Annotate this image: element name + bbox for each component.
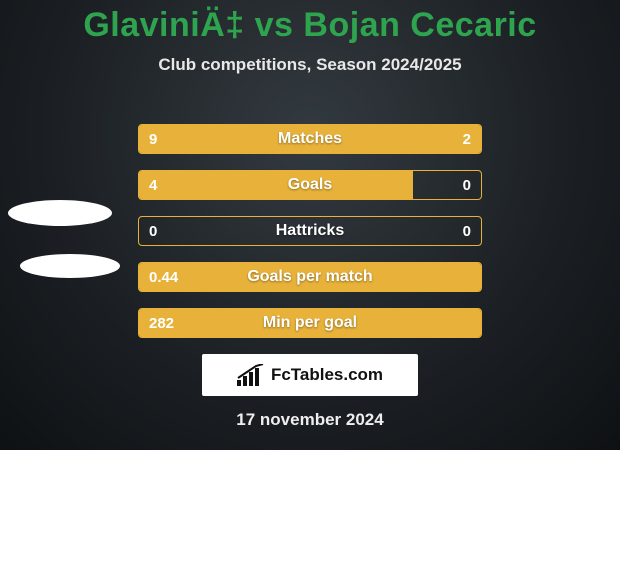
- brand-footer: FcTables.com: [202, 354, 418, 396]
- page-title: GlaviniÄ‡ vs Bojan Cecaric: [0, 0, 620, 45]
- stat-label: Goals per match: [139, 263, 481, 291]
- snapshot-date: 17 november 2024: [0, 410, 620, 430]
- stat-row: 92Matches: [138, 124, 482, 154]
- stat-label: Goals: [139, 171, 481, 199]
- fctables-icon: [237, 364, 265, 386]
- stat-row: 40Goals: [138, 170, 482, 200]
- left-avatar-placeholder-2: [20, 254, 120, 278]
- stat-bars: 92Matches 40Goals 00Hattricks 0.44Goals per…: [138, 124, 482, 354]
- stat-label: Min per goal: [139, 309, 481, 337]
- stat-row: 0.44Goals per match: [138, 262, 482, 292]
- brand-text: FcTables.com: [271, 365, 383, 385]
- left-avatar-placeholder-1: [8, 200, 112, 226]
- comparison-hero: GlaviniÄ‡ vs Bojan Cecaric Club competit…: [0, 0, 620, 450]
- stat-label: Hattricks: [139, 217, 481, 245]
- season-subtitle: Club competitions, Season 2024/2025: [0, 55, 620, 75]
- stat-row: 282Min per goal: [138, 308, 482, 338]
- stat-label: Matches: [139, 125, 481, 153]
- stat-row: 00Hattricks: [138, 216, 482, 246]
